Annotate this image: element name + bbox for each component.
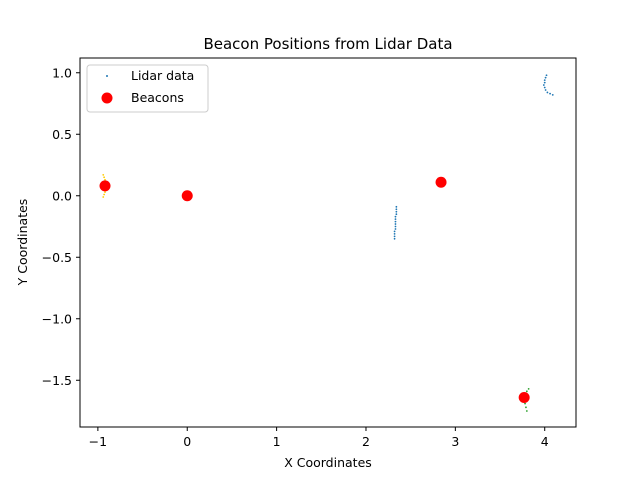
y-tick-label: −0.5 xyxy=(42,250,72,265)
y-tick-label: 1.0 xyxy=(52,65,72,80)
beacon-point xyxy=(99,180,111,192)
lidar-point xyxy=(395,213,398,216)
lidar-point xyxy=(551,94,554,96)
lidar-point xyxy=(393,230,396,233)
legend: Lidar data Beacons xyxy=(86,64,209,113)
legend-box xyxy=(86,64,209,113)
beacon-point xyxy=(181,190,193,202)
x-tick-label: 2 xyxy=(362,434,370,449)
y-tick-label: −1.0 xyxy=(42,311,72,326)
beacon-point xyxy=(518,391,530,403)
lidar-point xyxy=(525,410,528,412)
legend-lidar-label: Lidar data xyxy=(131,68,194,83)
lidar-point xyxy=(525,406,527,409)
y-tick-label: −1.5 xyxy=(42,373,72,388)
y-tick-label: 0.5 xyxy=(52,127,72,142)
lidar-point xyxy=(394,218,397,221)
lidar-point xyxy=(543,79,546,82)
beacon-point xyxy=(435,176,447,188)
plot-area xyxy=(99,74,554,412)
lidar-point xyxy=(103,193,106,196)
lidar-point xyxy=(546,91,549,94)
lidar-point xyxy=(394,225,397,228)
x-tick-label: 3 xyxy=(451,434,459,449)
y-axis-title: Y Coordinates xyxy=(15,199,30,287)
lidar-point xyxy=(544,89,547,91)
lidar-point xyxy=(393,237,396,240)
lidar-point xyxy=(393,235,396,238)
lidar-point xyxy=(544,76,547,79)
lidar-point xyxy=(393,232,396,235)
chart-title: Beacon Positions from Lidar Data xyxy=(203,35,452,53)
lidar-point xyxy=(102,196,105,198)
plot-frame xyxy=(79,57,577,428)
lidar-point xyxy=(527,387,530,390)
y-axis: −1.5 −1.0 −0.5 0.0 0.5 1.0 xyxy=(42,65,80,388)
x-axis-title: X Coordinates xyxy=(284,455,372,470)
lidar-point xyxy=(524,402,526,405)
lidar-point xyxy=(549,92,551,95)
legend-beacons-label: Beacons xyxy=(131,90,184,105)
x-axis: −1 0 1 2 3 4 xyxy=(89,427,549,449)
legend-lidar-marker xyxy=(106,75,108,77)
x-tick-label: 4 xyxy=(541,434,549,449)
lidar-point xyxy=(395,205,398,208)
lidar-point xyxy=(104,191,106,193)
lidar-point xyxy=(102,173,105,176)
lidar-point xyxy=(394,215,397,218)
lidar-point xyxy=(394,228,397,230)
x-tick-label: 1 xyxy=(273,434,281,449)
lidar-point xyxy=(104,178,106,181)
lidar-point xyxy=(103,176,106,179)
lidar-point xyxy=(395,210,398,213)
y-tick-label: 0.0 xyxy=(52,188,72,203)
lidar-point xyxy=(542,84,545,86)
x-tick-label: 0 xyxy=(183,434,191,449)
lidar-point xyxy=(543,86,546,89)
legend-beacons-marker xyxy=(101,92,113,104)
lidar-point xyxy=(394,223,397,225)
x-tick-label: −1 xyxy=(89,434,107,449)
lidar-point xyxy=(525,390,528,393)
lidar-point xyxy=(395,208,398,211)
lidar-point xyxy=(394,220,397,223)
lidar-point xyxy=(543,81,546,84)
lidar-point xyxy=(545,74,548,77)
